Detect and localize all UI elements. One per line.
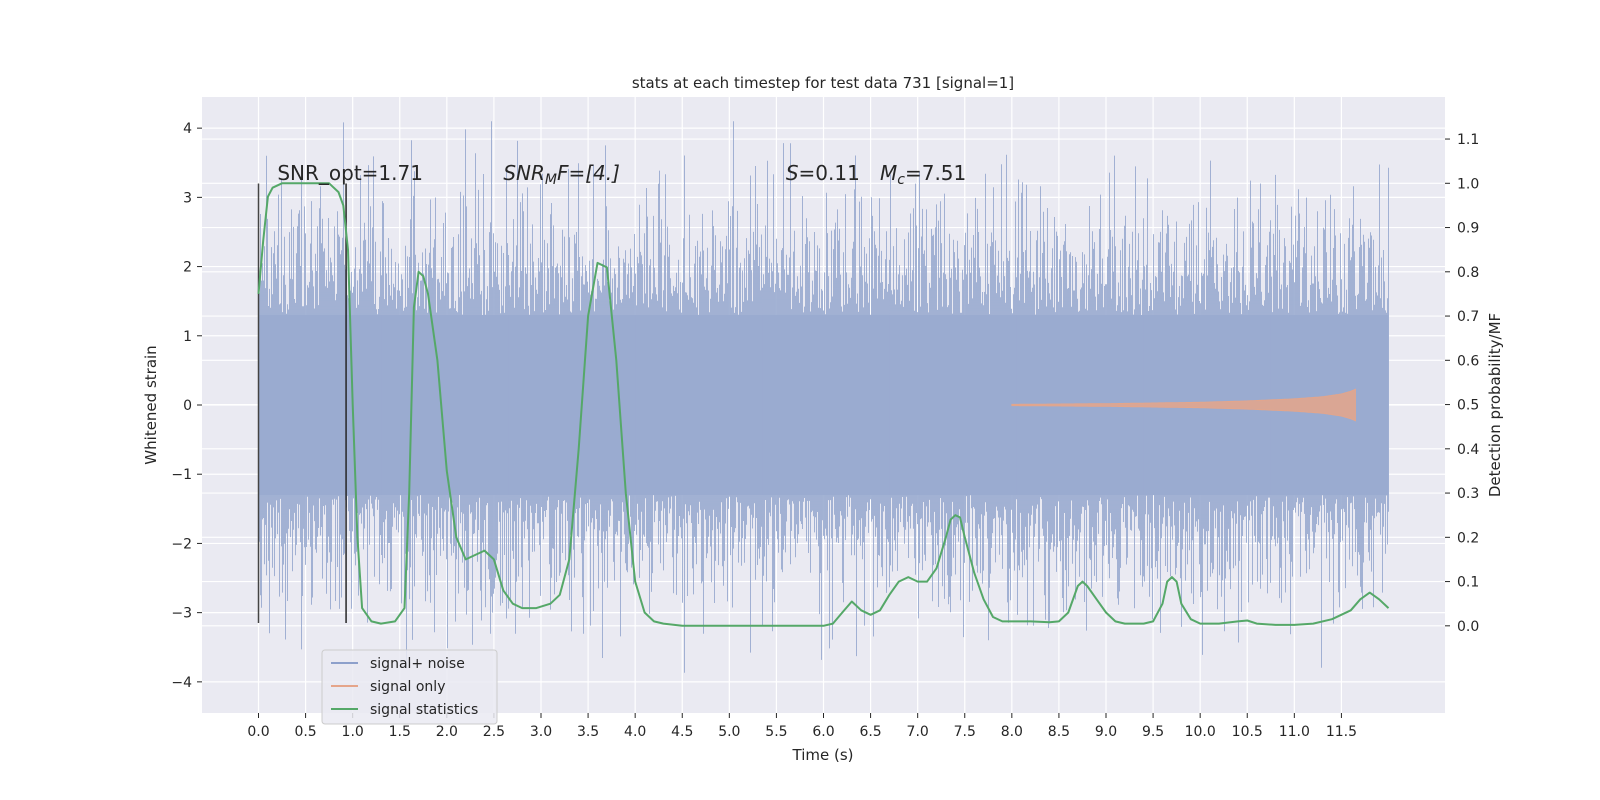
x-tick-label: 10.5 [1232,724,1263,740]
y-tick-label: 0 [183,398,192,414]
x-tick-label: 0.0 [247,724,269,740]
x-tick-label: 6.5 [859,724,881,740]
y-right-tick-label: 0.8 [1457,265,1479,281]
x-tick-label: 4.0 [624,724,646,740]
y-right-tick-label: 0.6 [1457,353,1479,369]
y-tick-label: −1 [171,467,192,483]
legend: signal+ noise signal only signal statist… [321,649,498,725]
x-tick-label: 5.0 [718,724,740,740]
annotation-text: SNRMF=[4.] [503,161,620,188]
x-tick-label: 3.5 [577,724,599,740]
y-right-tick-label: 0.9 [1457,221,1479,237]
y-right-tick-label: 0.0 [1457,619,1479,635]
x-tick-label: 7.0 [907,724,929,740]
x-tick-label: 10.0 [1185,724,1216,740]
vertical-markers [257,183,347,624]
x-tick-label: 9.5 [1142,724,1164,740]
legend-label-signal-only: signal only [370,679,445,695]
annotation-text: SNR_opt=1.71 [277,161,423,185]
y-tick-label: 3 [183,190,192,206]
y-tick-label: −3 [171,606,192,622]
x-tick-label: 2.5 [483,724,505,740]
y-tick-label: −2 [171,536,192,552]
legend-label-signal-statistics: signal statistics [370,702,478,718]
y-axis-label: Whitened strain [142,345,160,464]
y-right-tick-label: 0.2 [1457,530,1479,546]
x-tick-label: 11.0 [1279,724,1310,740]
y-right-axis-ticks: 0.0 0.1 0.2 0.3 0.4 0.5 0.6 0.7 0.8 0.9 1.0 1.1 [1445,132,1479,635]
annotation-text: S=0.11 [786,161,860,185]
y-right-tick-label: 1.0 [1457,176,1479,192]
x-tick-label: 5.5 [765,724,787,740]
legend-box [321,649,498,725]
y-tick-label: 4 [183,121,192,137]
x-tick-label: 9.0 [1095,724,1117,740]
x-axis-ticks: 0.0 0.5 1.0 1.5 2.0 2.5 3.0 3.5 4.0 4.5 5.0 5.5 6.0 6… [247,713,1357,740]
x-axis-label: Time (s) [792,746,854,764]
x-tick-label: 4.5 [671,724,693,740]
y-right-tick-label: 0.4 [1457,442,1479,458]
y-right-tick-label: 0.5 [1457,398,1479,414]
series-signal-statistics [257,182,1390,627]
chart-title: stats at each timestep for test data 731… [632,74,1014,92]
legend-label-signal-plus-noise: signal+ noise [370,656,465,672]
x-tick-label: 1.5 [389,724,411,740]
y-right-axis-label: Detection probability/MF [1486,313,1504,497]
x-tick-label: 2.0 [436,724,458,740]
x-tick-label: 11.5 [1326,724,1357,740]
y-right-tick-label: 0.3 [1457,486,1479,502]
annotation-text: Mc=7.51 [880,161,966,188]
annotations: SNR_opt=1.71 SNRMF=[4.] S=0.11 Mc=7.51 [277,161,966,188]
y-right-tick-label: 1.1 [1457,132,1479,148]
y-axis-ticks: −4 −3 −2 −1 0 1 2 3 4 [171,121,202,691]
x-tick-label: 8.0 [1001,724,1023,740]
signal-statistics-line [257,182,1390,627]
x-tick-label: 1.0 [342,724,364,740]
y-tick-label: 1 [183,329,192,345]
y-tick-label: 2 [183,260,192,276]
x-tick-label: 6.0 [812,724,834,740]
x-tick-label: 8.5 [1048,724,1070,740]
x-tick-label: 7.5 [954,724,976,740]
x-tick-label: 0.5 [294,724,316,740]
y-tick-label: −4 [171,675,192,691]
signal-only-envelope [1011,388,1356,422]
y-right-tick-label: 0.1 [1457,575,1479,591]
y-right-tick-label: 0.7 [1457,309,1479,325]
series-signal-only [1011,388,1356,422]
x-tick-label: 3.0 [530,724,552,740]
